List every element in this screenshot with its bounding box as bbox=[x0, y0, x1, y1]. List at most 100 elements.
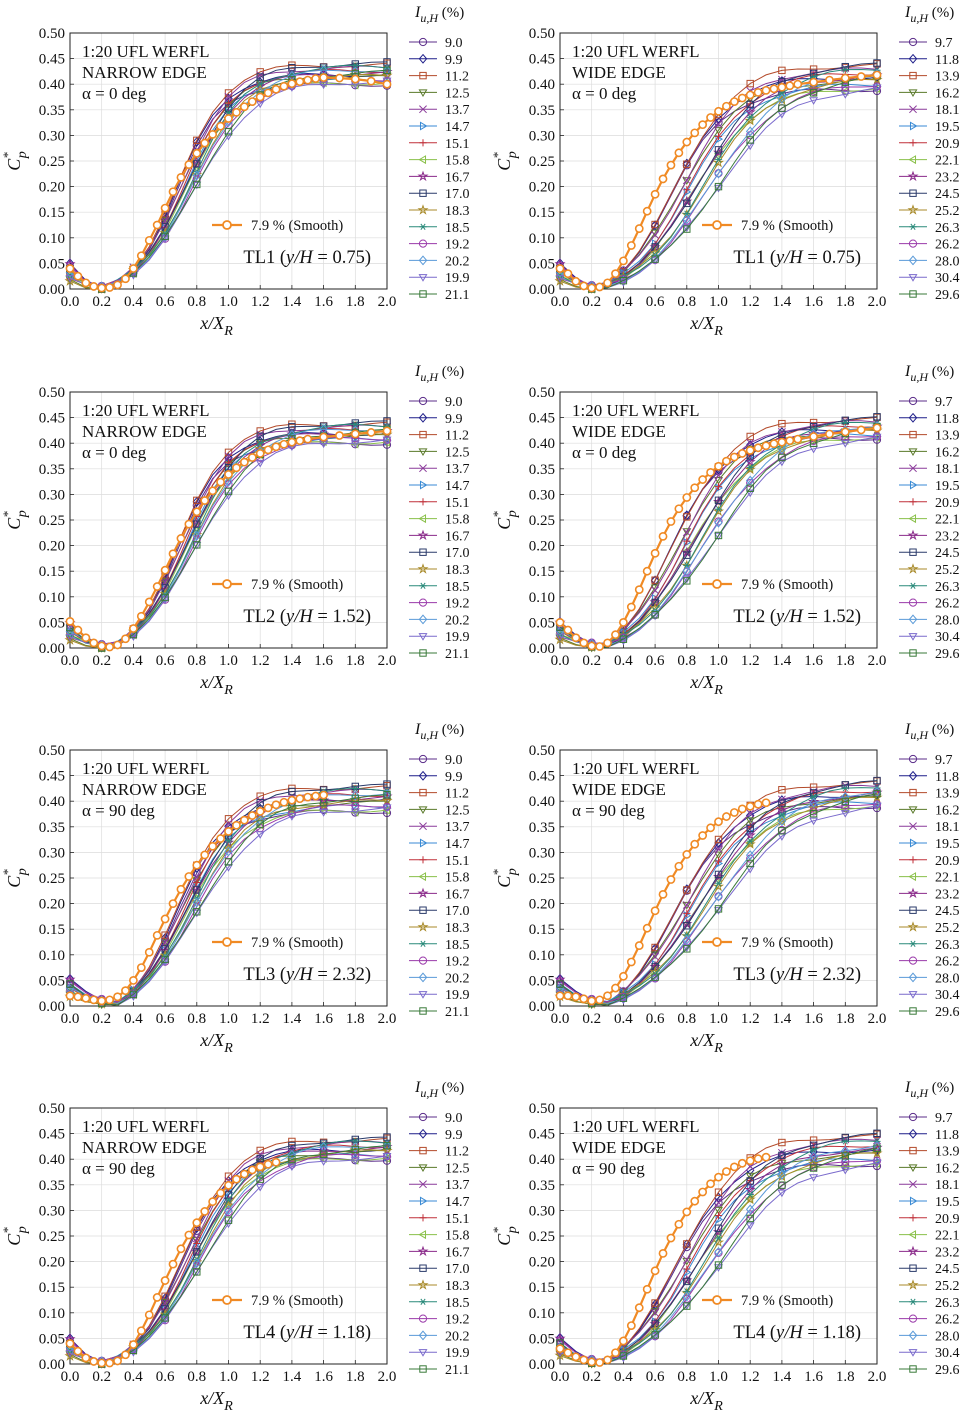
smooth-point bbox=[603, 991, 612, 1001]
data-point bbox=[808, 802, 820, 814]
legend-label: 20.9 bbox=[935, 496, 960, 511]
data-point bbox=[778, 1151, 786, 1160]
x-tick-label: 2.0 bbox=[868, 653, 887, 669]
data-point bbox=[841, 82, 850, 92]
legend-label: 19.2 bbox=[445, 597, 470, 612]
smooth-point bbox=[97, 283, 107, 293]
location-label: TL2 (y/H = 1.52) bbox=[243, 607, 371, 627]
data-point bbox=[193, 136, 201, 145]
data-point bbox=[682, 528, 691, 537]
legend-label: 26.2 bbox=[935, 1313, 960, 1328]
smooth-point bbox=[571, 276, 581, 286]
y-tick-label: 0.20 bbox=[39, 897, 65, 913]
smooth-point bbox=[626, 1321, 636, 1330]
data-point bbox=[683, 911, 692, 921]
legend-entry: 11.2 bbox=[409, 1145, 469, 1160]
data-point bbox=[745, 126, 755, 137]
legend-marker bbox=[907, 170, 919, 182]
legend-marker bbox=[418, 1112, 428, 1122]
x-tick-label: 1.0 bbox=[709, 653, 728, 669]
x-tick-label: 0.6 bbox=[156, 1369, 175, 1385]
legend-entry: 19.2 bbox=[409, 955, 470, 970]
data-point bbox=[192, 1234, 201, 1243]
legend-entry: 22.1 bbox=[899, 154, 960, 169]
legend-title: Iu,H (%) bbox=[414, 721, 464, 742]
data-point bbox=[778, 453, 786, 462]
data-point bbox=[746, 464, 754, 471]
legend-label: 11.2 bbox=[445, 787, 469, 802]
legend-entry: 15.1 bbox=[409, 854, 470, 869]
x-tick-label: 1.8 bbox=[836, 653, 855, 669]
data-point bbox=[841, 1145, 850, 1156]
smooth-point bbox=[303, 792, 313, 802]
data-point bbox=[744, 829, 756, 841]
series-line bbox=[559, 1145, 878, 1362]
smooth-point bbox=[216, 477, 225, 487]
x-tick-label: 2.0 bbox=[378, 1369, 397, 1385]
smooth-point bbox=[128, 976, 138, 985]
data-point bbox=[681, 546, 693, 558]
legend-label: 24.5 bbox=[935, 1262, 960, 1277]
smooth-point bbox=[216, 121, 225, 131]
legend-marker bbox=[908, 1314, 918, 1323]
data-point bbox=[683, 1240, 691, 1248]
data-point bbox=[872, 802, 882, 811]
smooth-point bbox=[722, 1167, 731, 1176]
smooth-point bbox=[729, 97, 739, 107]
legend-title-sub: u,H bbox=[420, 1086, 439, 1100]
legend-entry: 16.7 bbox=[409, 1245, 470, 1260]
legend-marker bbox=[908, 155, 917, 165]
smooth-point bbox=[279, 797, 289, 807]
smooth-point bbox=[619, 971, 628, 981]
legend-marker bbox=[419, 223, 427, 230]
legend-marker bbox=[909, 139, 917, 147]
smooth-point bbox=[611, 1348, 620, 1358]
legend-entry: 11.8 bbox=[899, 1128, 959, 1143]
legend-marker bbox=[418, 239, 428, 248]
smooth-point bbox=[595, 282, 605, 292]
data-point bbox=[746, 837, 754, 845]
data-point bbox=[746, 859, 754, 868]
legend-marker bbox=[909, 1180, 917, 1189]
legend-label: 20.2 bbox=[445, 613, 470, 628]
smooth-point bbox=[626, 602, 636, 612]
smooth-point bbox=[722, 101, 731, 111]
x-tick-label: 1.4 bbox=[773, 653, 792, 669]
data-point bbox=[383, 1133, 391, 1141]
smooth-point bbox=[105, 283, 115, 292]
data-point bbox=[161, 1314, 169, 1322]
y-tick-label: 0.30 bbox=[529, 845, 555, 861]
smooth-point bbox=[856, 72, 866, 81]
data-point bbox=[554, 275, 566, 286]
data-point bbox=[554, 633, 566, 645]
data-point bbox=[383, 780, 391, 788]
smooth-point bbox=[152, 220, 162, 230]
legend-label: 15.8 bbox=[445, 513, 470, 528]
legend-entry: 18.5 bbox=[409, 580, 470, 595]
smooth-point bbox=[626, 957, 636, 967]
smooth-point bbox=[698, 120, 708, 130]
smooth-point bbox=[263, 1159, 273, 1169]
legend-label: 19.5 bbox=[935, 1195, 960, 1210]
legend-title: Iu,H (%) bbox=[904, 721, 954, 742]
y-tick-label: 0.05 bbox=[529, 973, 555, 989]
smooth-point bbox=[121, 986, 130, 996]
legend-label: 18.1 bbox=[935, 1178, 960, 1193]
data-point bbox=[192, 897, 202, 908]
legend-marker bbox=[909, 1264, 917, 1272]
data-point bbox=[224, 819, 233, 828]
legend-marker bbox=[418, 972, 428, 983]
data-point bbox=[683, 186, 691, 194]
legend-entry: 18.3 bbox=[409, 921, 470, 936]
legend-entry: 28.0 bbox=[899, 254, 960, 269]
data-point bbox=[224, 459, 233, 467]
smooth-point bbox=[840, 427, 850, 437]
smooth-point bbox=[737, 1158, 747, 1168]
legend-marker bbox=[418, 770, 428, 781]
smooth-point bbox=[208, 1197, 218, 1207]
data-point bbox=[193, 160, 201, 168]
legend-marker bbox=[418, 255, 428, 266]
x-tick-label: 2.0 bbox=[378, 653, 397, 669]
x-tick-label: 1.0 bbox=[709, 294, 728, 310]
data-point bbox=[682, 1239, 692, 1250]
